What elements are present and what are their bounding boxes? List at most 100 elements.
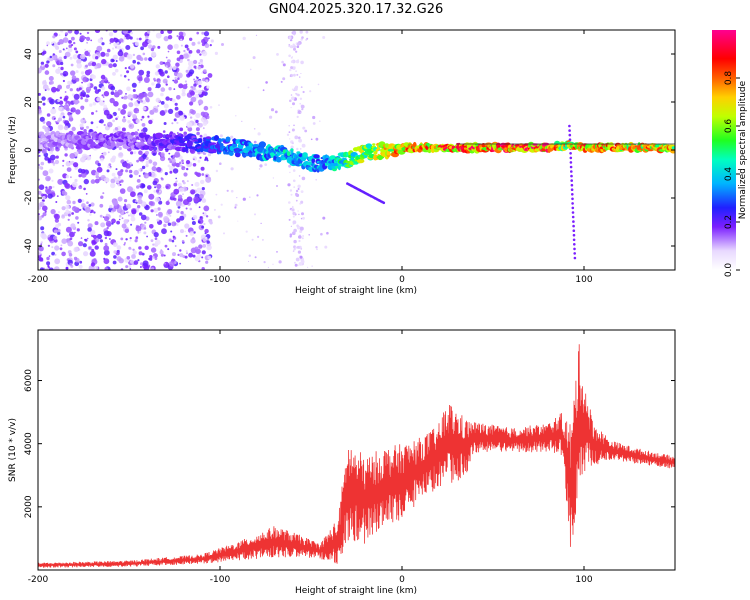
spectrogram-noise-point bbox=[305, 30, 309, 34]
spectrogram-noise-point bbox=[193, 196, 200, 203]
spectrogram-noise-point bbox=[101, 86, 106, 91]
spectrogram-noise-point bbox=[113, 255, 117, 259]
spectrogram-noise-point bbox=[63, 97, 68, 102]
spectrogram-noise-point bbox=[48, 168, 54, 174]
spectrogram-noise-point bbox=[157, 104, 160, 108]
spectrogram-noise-point bbox=[164, 244, 168, 248]
spectrogram-noise-point bbox=[155, 97, 161, 103]
spectrogram-noise-point bbox=[288, 201, 291, 204]
spectrogram-noise-point bbox=[171, 122, 174, 125]
spectrogram-noise-point bbox=[122, 103, 128, 110]
spectrogram-ridge-cell bbox=[377, 154, 383, 161]
spectrogram-noise-point bbox=[182, 181, 186, 185]
spectrogram-noise-point bbox=[113, 101, 119, 107]
spectrogram-noise-point bbox=[186, 180, 189, 183]
spectrogram-noise-point bbox=[94, 171, 99, 176]
spectrogram-noise-point bbox=[199, 53, 202, 56]
spectrogram-noise-point bbox=[172, 66, 177, 70]
spectrogram-noise-point bbox=[198, 244, 203, 249]
spectrogram-noise-point bbox=[165, 83, 168, 86]
spectrogram-noise-point bbox=[95, 65, 98, 68]
spectrogram-noise-point bbox=[176, 218, 181, 223]
spectrogram-noise-point bbox=[190, 238, 196, 244]
spectrogram-noise-point bbox=[180, 38, 183, 41]
spectrogram-noise-point bbox=[68, 253, 73, 257]
spectrogram-noise-point bbox=[101, 152, 104, 155]
spectrogram-noise-point bbox=[53, 117, 56, 120]
spectrogram-noise-point bbox=[75, 70, 79, 74]
spectrogram-noise-point bbox=[64, 51, 71, 58]
spectrogram-noise-point bbox=[295, 189, 299, 193]
spectrogram-noise-point bbox=[103, 230, 110, 237]
spectrogram-noise-point bbox=[112, 200, 119, 206]
spectrogram-noise-point bbox=[67, 80, 72, 85]
spectrogram-noise-point bbox=[97, 38, 103, 44]
spectrogram-noise-point bbox=[255, 34, 258, 36]
spectrogram-noise-point bbox=[121, 96, 124, 100]
spectrogram-noise-point bbox=[295, 59, 300, 64]
spectrogram-noise-point bbox=[288, 164, 291, 168]
spectrogram-noise-point bbox=[47, 264, 50, 268]
spectrogram-noise-point bbox=[123, 75, 127, 78]
spectrogram-noise-point bbox=[138, 156, 144, 162]
spectrogram-noise-point bbox=[572, 233, 576, 237]
spectrogram-noise-point bbox=[54, 213, 60, 220]
spectrogram-noise-point bbox=[162, 78, 168, 84]
spectrogram-noise-point bbox=[312, 115, 316, 120]
spectrogram-noise-point bbox=[158, 200, 163, 205]
spectrogram-noise-cloud bbox=[38, 30, 577, 270]
spectrogram-noise-point bbox=[208, 37, 210, 39]
spectrogram-noise-point bbox=[280, 80, 283, 83]
spectrogram-noise-point bbox=[185, 250, 188, 253]
spectrogram-noise-point bbox=[162, 61, 166, 65]
spectrogram-noise-point bbox=[112, 260, 117, 265]
spectrogram-noise-point bbox=[245, 230, 248, 233]
spectrogram-noise-point bbox=[61, 251, 66, 257]
spectrogram-noise-point bbox=[146, 73, 150, 78]
spectrogram-noise-point bbox=[297, 264, 299, 267]
spectrogram-noise-point bbox=[297, 59, 299, 61]
spectrogram-noise-point bbox=[55, 224, 60, 229]
spectrogram-noise-point bbox=[156, 166, 162, 173]
spectrogram-noise-point bbox=[138, 246, 142, 250]
spectrogram-noise-point bbox=[247, 86, 250, 89]
spectrogram-ridge-cell bbox=[144, 144, 148, 149]
spectrogram-noise-point bbox=[124, 33, 131, 40]
spectrogram-noise-point bbox=[60, 61, 64, 66]
spectrogram-noise-point bbox=[177, 77, 180, 80]
spectrogram-noise-point bbox=[300, 104, 305, 109]
colorbar-tick-label: 0.0 bbox=[724, 263, 734, 278]
spectrogram-ridge-cell bbox=[68, 143, 74, 149]
spectrogram-noise-point bbox=[88, 246, 92, 250]
spectrogram-noise-point bbox=[316, 248, 318, 251]
spectrogram-noise-point bbox=[90, 121, 94, 125]
spectrogram-noise-point bbox=[147, 185, 152, 190]
spectrogram-noise-point bbox=[146, 235, 149, 238]
spectrogram-noise-point bbox=[291, 31, 293, 34]
spectrogram-noise-point bbox=[301, 212, 304, 216]
spectrogram-noise-point bbox=[90, 179, 96, 184]
spectrogram-noise-point bbox=[167, 75, 170, 77]
spectrogram-noise-point bbox=[64, 120, 70, 126]
spectrogram-noise-point bbox=[110, 91, 115, 95]
spectrogram-noise-point bbox=[138, 168, 141, 172]
spectrogram-noise-point bbox=[74, 261, 80, 267]
spectrogram-noise-point bbox=[97, 88, 101, 92]
spectrogram-noise-point bbox=[47, 100, 50, 102]
spectrogram-noise-point bbox=[193, 231, 196, 234]
spectrogram-noise-point bbox=[109, 42, 112, 45]
spectrogram-noise-point bbox=[108, 63, 113, 68]
spectrogram-noise-point bbox=[47, 158, 51, 162]
spectrogram-noise-point bbox=[83, 178, 90, 185]
spectrogram-noise-point bbox=[86, 31, 90, 35]
spectrogram-ridge bbox=[38, 130, 675, 173]
spectrogram-noise-point bbox=[301, 237, 304, 240]
spectrogram-noise-point bbox=[66, 167, 72, 173]
spectrogram-noise-point bbox=[99, 239, 103, 243]
spectrogram-noise-point bbox=[125, 93, 127, 95]
spectrogram-noise-point bbox=[156, 189, 160, 193]
spectrogram-noise-point bbox=[164, 262, 166, 265]
spectrogram-noise-point bbox=[120, 237, 124, 241]
spectrogram-noise-point bbox=[102, 216, 105, 219]
spectrogram-noise-point bbox=[82, 93, 86, 98]
